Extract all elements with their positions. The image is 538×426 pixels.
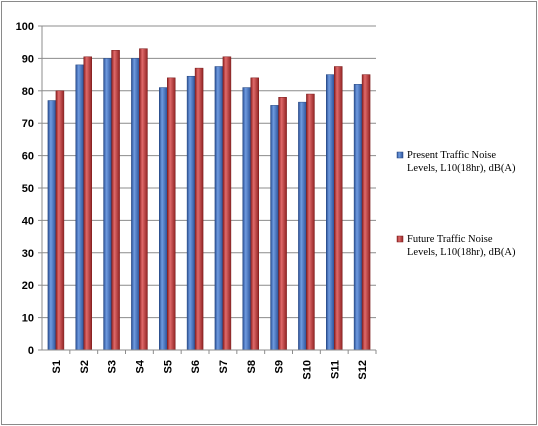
y-tick-label-10: 10 [22,313,34,325]
bar-S4-series-2 [139,48,148,351]
y-tick-label-20: 20 [22,280,34,292]
y-tick-label-90: 90 [22,53,34,65]
legend-label-2-line-1: Future Traffic Noise [407,234,493,245]
bar-S7-series-1 [214,66,224,351]
bar-S7-series-2 [222,56,232,351]
y-tick-label-40: 40 [22,215,34,227]
bar-S5-series-1 [159,87,168,351]
legend-swatch-2 [396,235,404,243]
y-tick-label-30: 30 [22,248,34,260]
bar-S3-series-2 [111,50,120,351]
y-tick-label-50: 50 [22,183,34,195]
bar-S2-series-2 [83,56,92,351]
bar-S8-series-2 [250,77,259,351]
axes [38,25,377,354]
bars [47,48,371,351]
x-tick-label-S9: S9 [274,360,286,373]
y-tick-label-0: 0 [28,345,34,357]
x-tick-label-S6: S6 [190,360,202,373]
x-tick-label-S10: S10 [301,360,313,380]
x-tick-label-S2: S2 [79,360,91,373]
legend-swatch-1 [396,151,404,159]
legend-label-1-line-1: Present Traffic Noise [407,150,496,161]
bar-S12-series-1 [353,84,363,351]
x-tick-label-S8: S8 [246,360,258,373]
y-tick-labels: 0 10 20 30 40 50 60 70 80 90 100 [16,21,34,357]
y-tick-label-70: 70 [22,118,34,130]
bar-S12-series-2 [361,74,371,351]
y-tick-label-100: 100 [16,21,34,33]
bar-S6-series-1 [186,75,196,351]
x-tick-label-S7: S7 [218,360,230,373]
x-tick-label-S11: S11 [329,360,341,379]
bar-S9-series-1 [270,105,279,351]
legend-label-1-line-2: Levels, L10(18hr), dB(A) [407,163,516,174]
y-tick-label-60: 60 [22,151,34,163]
legend: Present Traffic Noise Levels, L10(18hr), … [396,150,516,258]
bar-S11-series-1 [326,74,335,351]
bar-S9-series-2 [278,97,287,351]
bar-S3-series-1 [103,58,112,351]
bar-S4-series-1 [131,58,140,351]
legend-label-2-line-2: Levels, L10(18hr), dB(A) [407,247,516,258]
bar-S1-series-1 [47,100,57,351]
x-tick-label-S5: S5 [162,360,174,373]
x-tick-label-S12: S12 [357,360,369,380]
bar-S2-series-1 [75,64,84,351]
bar-S6-series-2 [194,67,204,351]
bar-S8-series-1 [242,87,251,351]
bar-S10-series-1 [298,101,307,351]
bar-S5-series-2 [167,77,176,351]
bar-S1-series-2 [55,90,65,351]
x-tick-label-S4: S4 [134,359,146,373]
x-tick-label-S1: S1 [51,360,63,373]
bar-S10-series-2 [306,93,315,351]
x-tick-labels: S1 S2 S3 S4 S5 S6 S7 S8 S9 S10 S11 S12 [51,359,369,379]
y-tick-label-80: 80 [22,86,34,98]
bar-S11-series-2 [334,66,343,351]
gridlines [42,25,376,351]
x-tick-label-S3: S3 [107,360,119,373]
